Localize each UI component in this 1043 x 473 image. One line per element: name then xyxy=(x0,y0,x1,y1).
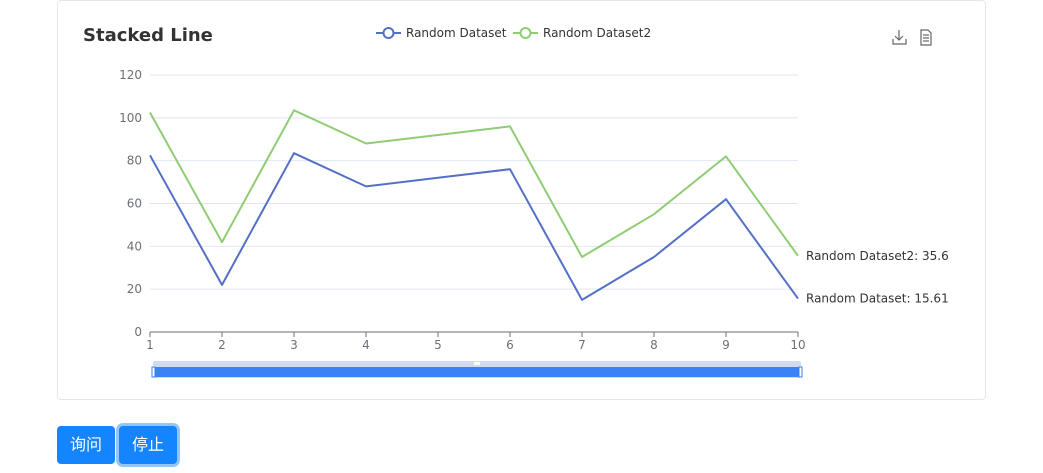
chart-title: Stacked Line xyxy=(83,25,213,46)
series-line-1[interactable] xyxy=(149,152,799,301)
y-tick-label-60: 60 xyxy=(127,197,142,211)
y-tick-label-120: 120 xyxy=(119,68,142,82)
x-tick-label-6: 6 xyxy=(506,338,514,352)
datazoom-move-handle[interactable] xyxy=(474,362,480,365)
x-tick-label-9: 9 xyxy=(722,338,730,352)
stacked-line-chart: Stacked Line Random Dataset Random Dataset… xyxy=(83,25,949,378)
datazoom-handle-start[interactable] xyxy=(151,366,156,378)
y-tick-label-0: 0 xyxy=(134,325,142,339)
legend-marker-1[interactable] xyxy=(382,27,395,39)
y-tick-label-40: 40 xyxy=(127,239,142,253)
x-tick-label-5: 5 xyxy=(434,338,442,352)
legend-marker-2[interactable] xyxy=(519,27,532,39)
end-label-1: Random Dataset: 15.61 xyxy=(806,292,949,306)
x-tick-label-8: 8 xyxy=(650,338,658,352)
x-tick-label-4: 4 xyxy=(362,338,370,352)
x-tick-label-2: 2 xyxy=(218,338,226,352)
legend-label-2: Random Dataset2 xyxy=(543,26,651,40)
x-tick-label-3: 3 xyxy=(290,338,298,352)
x-tick-label-7: 7 xyxy=(578,338,586,352)
x-tick-label-1: 1 xyxy=(146,338,154,352)
y-tick-label-100: 100 xyxy=(119,111,142,125)
datazoom-handle-end[interactable] xyxy=(798,366,803,378)
end-label-2: Random Dataset2: 35.6 xyxy=(806,249,949,263)
series-line-2[interactable] xyxy=(149,109,799,258)
query-button[interactable]: 询问 xyxy=(57,426,115,464)
download-icon[interactable] xyxy=(892,30,907,45)
y-tick-label-80: 80 xyxy=(127,154,142,168)
data-view-icon[interactable] xyxy=(920,29,932,46)
chart-card: Stacked Line Random Dataset Random Dataset… xyxy=(57,0,986,400)
stop-button[interactable]: 停止 xyxy=(119,426,177,464)
x-tick-label-10: 10 xyxy=(790,338,805,352)
legend-label-1: Random Dataset xyxy=(406,26,507,40)
datazoom-selection[interactable] xyxy=(153,367,801,377)
y-tick-label-20: 20 xyxy=(127,282,142,296)
